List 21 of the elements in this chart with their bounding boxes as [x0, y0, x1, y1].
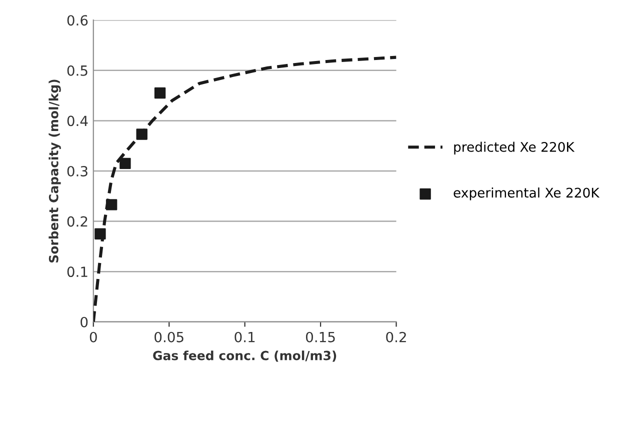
point [154, 87, 166, 99]
x-axis-title: Gas feed conc. C (mol/m3) [153, 350, 336, 362]
point [120, 158, 131, 170]
y-tick-label: 0.4 [67, 116, 88, 126]
y-tick-label: 0.3 [67, 166, 88, 176]
y-tick-label: 0.2 [67, 216, 88, 227]
point [94, 228, 106, 240]
x-tick-label: 0 [90, 332, 97, 342]
x-tick-label: 0.1 [234, 332, 255, 342]
x-tick-label: 0.15 [306, 332, 335, 342]
legend-label: predicted Xe 220K [454, 142, 575, 154]
point [136, 128, 148, 140]
y-tick-label: 0.1 [67, 266, 88, 278]
y-tick-label: 0.5 [67, 65, 88, 76]
x-tick-label: 0.05 [154, 332, 184, 342]
point [106, 199, 118, 210]
x-tick-label: 0.2 [386, 332, 406, 342]
y-tick-label: 0.6 [67, 15, 88, 26]
y-tick-label: 0 [80, 316, 88, 328]
y-axis-title: Sorbent Capacity (mol/kg) [48, 80, 61, 262]
legend-label: experimental Xe 220K [454, 187, 600, 200]
